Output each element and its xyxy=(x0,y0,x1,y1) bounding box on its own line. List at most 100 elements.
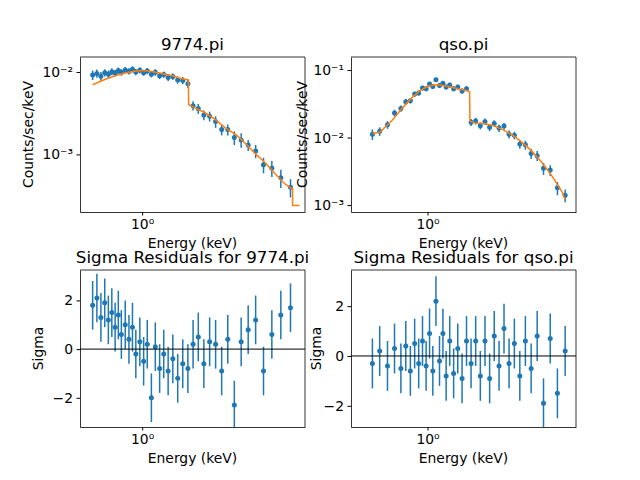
data-point xyxy=(523,339,528,344)
tick-label: 10⁰ xyxy=(131,431,155,447)
frame xyxy=(80,57,305,58)
data-point xyxy=(502,326,507,331)
data-point xyxy=(219,369,224,374)
data-point xyxy=(444,373,449,378)
frame xyxy=(351,57,576,58)
data-point xyxy=(232,135,237,140)
data-point xyxy=(469,361,474,366)
data-point xyxy=(141,359,146,364)
subplot: 10⁰−202Sigma Residuals for qso.piEnergy … xyxy=(308,247,577,466)
frame xyxy=(351,270,576,271)
data-point xyxy=(433,77,438,82)
data-point xyxy=(497,363,502,368)
x-tick: 10⁰ xyxy=(416,212,440,232)
tick-mark xyxy=(348,356,352,357)
tick-label: 0 xyxy=(64,341,73,357)
data-point xyxy=(170,356,175,361)
frame xyxy=(80,270,305,271)
data-point xyxy=(119,332,124,337)
data-point xyxy=(207,339,212,344)
data-point xyxy=(98,315,103,320)
data-point xyxy=(535,334,540,339)
tick-mark xyxy=(77,349,81,350)
data-point xyxy=(555,391,560,396)
data-point xyxy=(161,351,166,356)
tick-label: −2 xyxy=(324,398,344,414)
axis-line xyxy=(351,271,352,428)
data-point xyxy=(133,351,138,356)
data-point xyxy=(137,339,142,344)
x-axis: 10⁰ xyxy=(352,427,577,447)
y-axis-label: Sigma xyxy=(30,327,46,371)
tick-mark xyxy=(77,72,81,73)
tick-mark xyxy=(77,398,81,399)
title: 9774.pi xyxy=(161,34,224,54)
y-tick: 0 xyxy=(335,348,351,364)
subplot: 10⁰−202Sigma Residuals for 9774.piEnergy… xyxy=(30,247,309,466)
y-axis-label: Sigma xyxy=(308,327,324,371)
title: Sigma Residuals for 9774.pi xyxy=(76,247,309,267)
axis-line xyxy=(80,58,81,213)
data-point xyxy=(563,348,568,353)
frame xyxy=(576,270,577,427)
chart-svg: 10⁰ 10⁻³ 10⁻² 9774.pi Energy (keV) Counts/sec… xyxy=(0,0,640,480)
tick-label: 2 xyxy=(335,298,344,314)
title: qso.pi xyxy=(439,34,489,54)
data-point xyxy=(447,339,452,344)
tick-label: 10⁰ xyxy=(131,216,155,232)
data-point xyxy=(548,336,553,341)
data-point xyxy=(145,342,150,347)
tick-label: −2 xyxy=(53,390,73,406)
data-point xyxy=(261,369,266,374)
y-axis: −202 xyxy=(53,271,81,428)
series-line xyxy=(93,71,300,206)
data-point xyxy=(370,361,375,366)
plot-area xyxy=(370,77,568,202)
data-point xyxy=(219,127,224,132)
data-point xyxy=(464,339,469,344)
data-point xyxy=(385,363,390,368)
tick-label: 10⁻² xyxy=(313,130,344,146)
data-point xyxy=(269,332,274,337)
tick-mark xyxy=(348,306,352,307)
plot-area xyxy=(80,274,305,427)
data-point xyxy=(98,74,103,79)
background xyxy=(0,0,640,480)
data-point xyxy=(502,124,507,129)
y-tick: −2 xyxy=(53,390,80,406)
data-point xyxy=(392,346,397,351)
tick-label: 10⁰ xyxy=(416,216,440,232)
data-point xyxy=(424,363,429,368)
x-axis-label: Energy (keV) xyxy=(148,450,237,466)
tick-label: 10⁻³ xyxy=(42,146,73,162)
data-point xyxy=(106,317,111,322)
tick-label: 0 xyxy=(335,348,344,364)
tick-label: 10⁻³ xyxy=(313,197,344,213)
data-point xyxy=(180,361,185,366)
data-point xyxy=(416,361,421,366)
data-point xyxy=(398,366,403,371)
subplot: 10⁰10⁻³10⁻²10⁻¹qso.piEnergy (keV)Counts/… xyxy=(294,34,577,251)
data-point xyxy=(507,361,512,366)
y-axis: 10⁻³10⁻²10⁻¹ xyxy=(313,58,351,214)
data-point xyxy=(102,300,107,305)
y-axis-label: Counts/sec/keV xyxy=(20,81,36,188)
y-tick: 10⁻³ xyxy=(313,197,351,213)
series-line xyxy=(80,349,305,350)
y-tick: 10⁻³ xyxy=(42,146,80,162)
data-point xyxy=(246,327,251,332)
frame xyxy=(305,270,306,427)
x-tick: 10⁰ xyxy=(131,212,155,232)
data-point xyxy=(225,337,230,342)
data-point xyxy=(427,331,432,336)
x-tick: 10⁰ xyxy=(131,427,155,447)
frame xyxy=(576,57,577,212)
y-tick: 10⁻² xyxy=(313,130,351,146)
data-point xyxy=(478,373,483,378)
data-point xyxy=(166,369,171,374)
y-tick: 0 xyxy=(64,341,80,357)
data-point xyxy=(451,371,456,376)
data-point xyxy=(157,366,162,371)
y-tick: 2 xyxy=(335,298,351,314)
data-point xyxy=(113,325,118,330)
